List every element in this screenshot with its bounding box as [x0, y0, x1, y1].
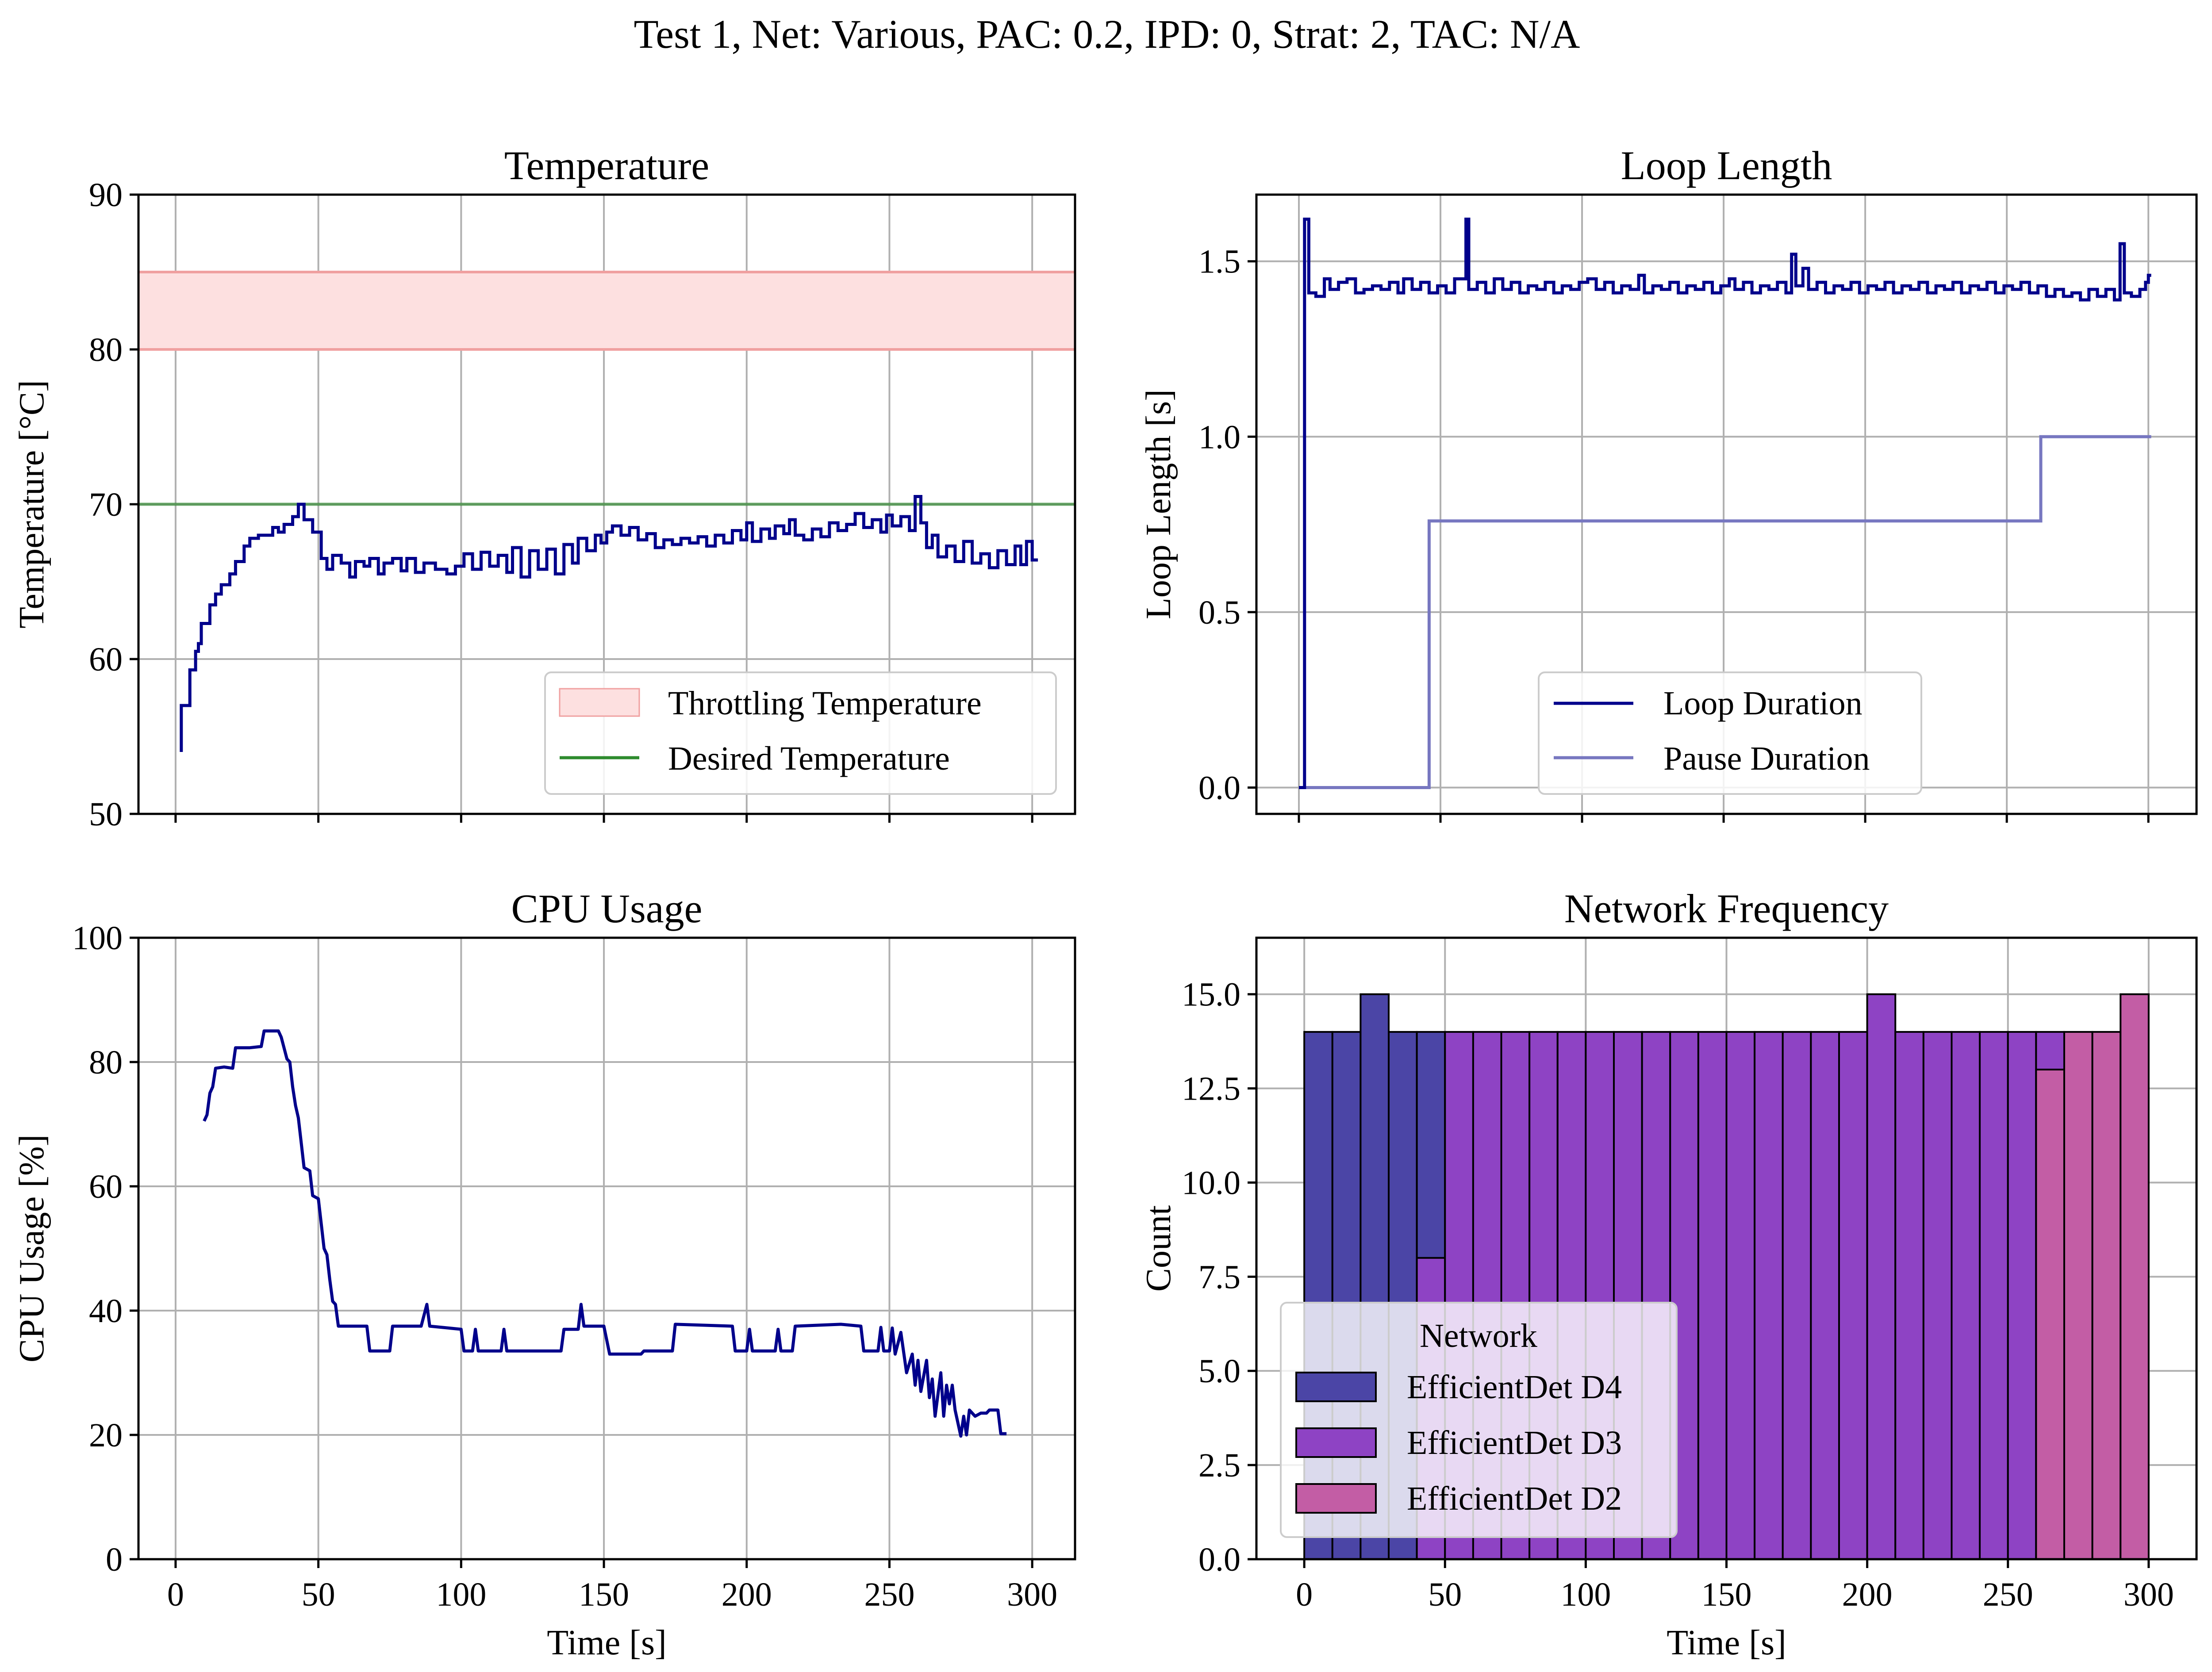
x-tick-label: 300 [1007, 1576, 1057, 1613]
histogram-bar-d3 [1754, 1031, 1784, 1561]
histogram-bar-d3 [1866, 993, 1897, 1560]
y-tick-label: 12.5 [1182, 1070, 1240, 1108]
y-tick-label: 100 [72, 920, 123, 957]
subplot-title: CPU Usage [511, 886, 703, 931]
legend-label-pause-duration: Pause Duration [1663, 740, 1870, 777]
y-axis-label: Loop Length [s] [1139, 389, 1178, 619]
y-axis-label: CPU Usage [%] [12, 1135, 51, 1362]
y-tick-label: 70 [89, 486, 123, 523]
histogram-bar-d3 [1782, 1031, 1812, 1561]
cpu-usage-panel: 0 50 100 150 200 250 300 0 20 40 60 80 100 CPU Usage T… [12, 886, 1076, 1662]
histogram-bar-d3 [1810, 1031, 1840, 1561]
legend-label-throttling: Throttling Temperature [668, 685, 982, 722]
histogram-bar-d3 [1951, 1031, 1981, 1561]
histogram-bar-d3 [1922, 1031, 1953, 1561]
y-tick-label: 80 [89, 1044, 123, 1081]
legend-label-loop-duration: Loop Duration [1663, 685, 1863, 722]
temperature-legend: Throttling Temperature Desired Temperatur… [544, 671, 1057, 795]
legend-box [1280, 1302, 1678, 1538]
y-tick-label: 20 [89, 1417, 123, 1454]
histogram-bar-d2 [2120, 993, 2150, 1560]
figure-title: Test 1, Net: Various, PAC: 0.2, IPD: 0, … [634, 12, 1580, 57]
network-legend: Network EfficientDet D4 EfficientDet D3 Eff… [1280, 1302, 1678, 1538]
histogram-bar-d3 [1838, 1031, 1868, 1561]
legend-label-desired: Desired Temperature [668, 740, 950, 777]
x-tick-label: 0 [1296, 1576, 1313, 1613]
y-tick-label: 0.0 [1198, 1541, 1240, 1578]
histogram-bar-d2 [2091, 1031, 2122, 1561]
histogram-bar-d2 [2035, 1069, 2065, 1560]
histogram-bar-d3 [1979, 1031, 2009, 1561]
legend-swatch-d3 [1295, 1427, 1377, 1458]
x-tick-label: 250 [864, 1576, 914, 1613]
temperature-series-line [180, 495, 1038, 752]
network-frequency-panel: 0 50 100 150 200 250 300 0.0 2.5 5.0 7.5 10.0 12.5 15… [1139, 886, 2198, 1662]
x-tick-label: 100 [436, 1576, 486, 1613]
y-tick-label: 0.5 [1198, 594, 1240, 631]
loop-duration-line [1299, 218, 2151, 789]
x-tick-label: 50 [302, 1576, 335, 1613]
y-tick-label: 5.0 [1198, 1353, 1240, 1390]
x-tick-label: 150 [579, 1576, 629, 1613]
subplot-title: Loop Length [1621, 143, 1832, 188]
x-tick-label: 0 [167, 1576, 184, 1613]
x-tick-label: 300 [2124, 1576, 2174, 1613]
histogram-bar-d3 [2007, 1031, 2037, 1561]
y-tick-label: 60 [89, 641, 123, 678]
y-tick-label: 90 [89, 176, 123, 214]
x-tick-label: 200 [722, 1576, 772, 1613]
y-tick-label: 7.5 [1198, 1258, 1240, 1296]
legend-box [1538, 671, 1922, 795]
legend-label-d4: EfficientDet D4 [1407, 1369, 1622, 1406]
x-tick-label: 250 [1983, 1576, 2033, 1613]
legend-box [544, 671, 1057, 795]
histogram-bar-d3 [1725, 1031, 1756, 1561]
subplot-title: Network Frequency [1564, 886, 1889, 931]
y-tick-label: 15.0 [1182, 976, 1240, 1013]
x-tick-label: 150 [1701, 1576, 1752, 1613]
y-tick-label: 0.0 [1198, 770, 1240, 807]
legend-label-d3: EfficientDet D3 [1407, 1424, 1622, 1461]
cpu-usage-line [203, 1029, 1007, 1438]
y-axis-label: Temperature [°C] [12, 380, 51, 629]
y-tick-label: 0 [106, 1541, 123, 1578]
throttling-temperature-band [138, 272, 1075, 349]
y-tick-label: 40 [89, 1292, 123, 1330]
x-axis-label: Time [s] [547, 1623, 666, 1662]
y-tick-label: 50 [89, 796, 123, 833]
plot-frame [137, 936, 1076, 1561]
legend-label-d2: EfficientDet D2 [1407, 1480, 1622, 1517]
x-axis-label: Time [s] [1667, 1623, 1786, 1662]
x-tick-label: 50 [1428, 1576, 1462, 1613]
legend-title: Network [1420, 1317, 1537, 1354]
y-tick-label: 10.0 [1182, 1164, 1240, 1201]
x-tick-label: 100 [1560, 1576, 1611, 1613]
legend-swatch-d2 [1295, 1483, 1377, 1514]
legend-swatch-d4 [1295, 1372, 1377, 1402]
y-axis-label: Count [1139, 1205, 1178, 1292]
histogram-bar-d2 [2063, 1031, 2093, 1561]
y-tick-label: 80 [89, 331, 123, 368]
histogram-bar-d3 [1894, 1031, 1924, 1561]
histogram-bar-d3 [1697, 1031, 1728, 1561]
subplot-title: Temperature [504, 143, 710, 188]
pause-duration-line [1299, 435, 2151, 789]
temperature-panel: 50 60 70 80 90 Temperature Temperature [°C] Thr… [12, 143, 1076, 833]
loop-length-panel: 0.0 0.5 1.0 1.5 Loop Length Loop Length [s] Lo… [1139, 143, 2198, 823]
y-tick-label: 1.0 [1198, 418, 1240, 456]
plot-frame [1255, 193, 2198, 815]
y-tick-label: 1.5 [1198, 243, 1240, 280]
loop-length-legend: Loop Duration Pause Duration [1538, 671, 1922, 795]
legend-swatch-throttling [559, 688, 640, 717]
x-tick-label: 200 [1842, 1576, 1893, 1613]
y-tick-label: 60 [89, 1168, 123, 1205]
y-tick-label: 2.5 [1198, 1447, 1240, 1484]
